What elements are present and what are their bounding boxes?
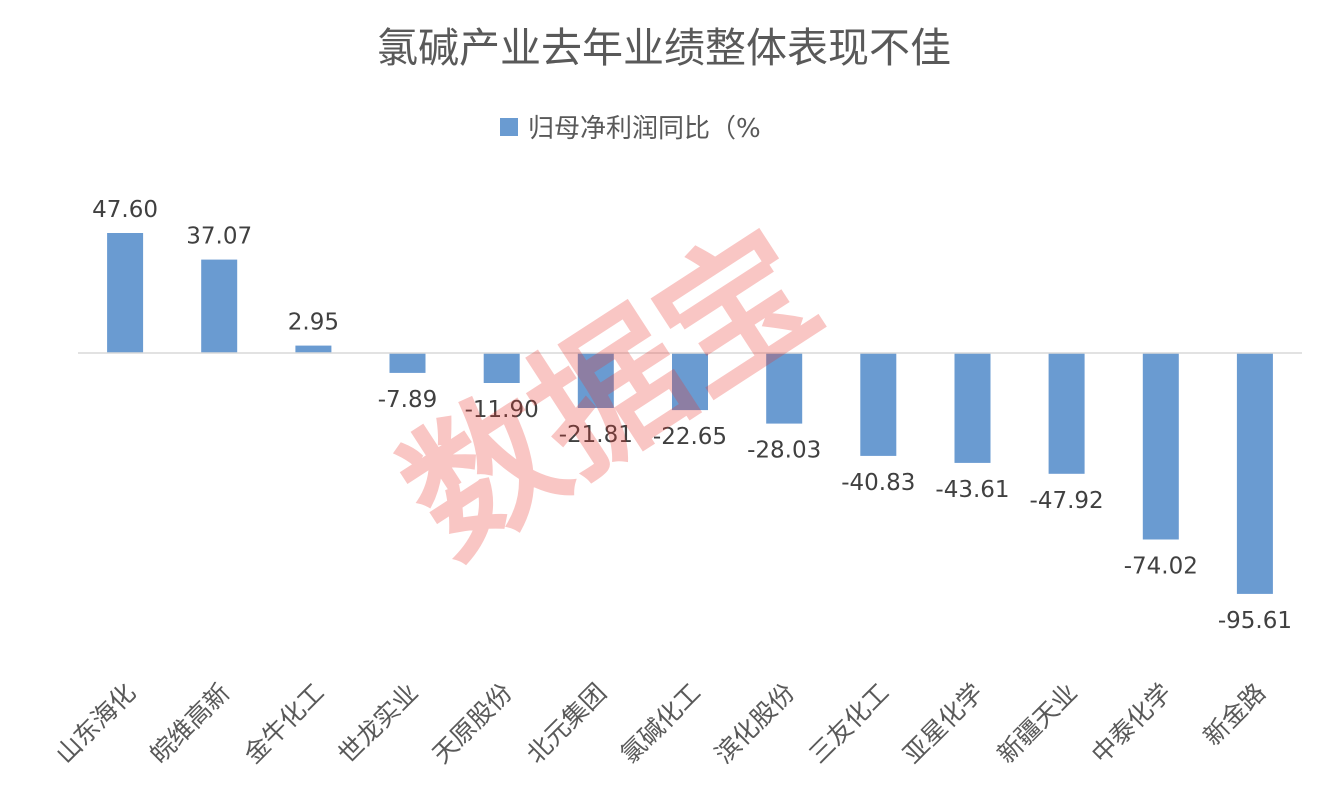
bar <box>860 353 897 456</box>
category-label: 新金路 <box>1198 678 1272 752</box>
legend-label: 归母净利润同比（% <box>528 114 761 144</box>
data-label: -7.89 <box>378 387 438 413</box>
data-label: -40.83 <box>841 470 915 496</box>
data-label: -11.90 <box>465 397 539 423</box>
data-label: -47.92 <box>1030 488 1104 514</box>
bar <box>483 353 520 383</box>
bar <box>1236 353 1273 594</box>
bar <box>672 353 708 411</box>
legend-swatch <box>500 118 518 136</box>
bar <box>295 345 332 353</box>
category-label: 三友化工 <box>803 678 894 769</box>
category-label: 北元集团 <box>521 678 612 769</box>
category-label: 氯碱化工 <box>615 678 706 769</box>
category-label: 皖维高新 <box>144 678 235 769</box>
bar <box>389 353 426 373</box>
category-label: 世龙实业 <box>333 678 424 769</box>
category-label: 天原股份 <box>427 678 518 769</box>
category-label: 亚星化学 <box>898 678 989 769</box>
category-labels-group: 山东海化 皖维高新 金牛化工 世龙实业 天原股份 北元集团 氯碱化工 滨化股份 三友化工 亚星化学… <box>50 678 1271 769</box>
bar <box>577 353 614 408</box>
data-label: 37.07 <box>186 224 252 250</box>
bar <box>954 353 991 463</box>
data-label: -21.81 <box>559 422 633 448</box>
data-label: -95.61 <box>1218 608 1292 634</box>
data-label: -28.03 <box>747 438 821 464</box>
bars-group <box>107 233 1273 594</box>
data-labels-group: 47.60 37.07 2.95 -7.89 -11.90 -21.81 -22.65 -28… <box>92 197 1292 634</box>
category-label: 中泰化学 <box>1086 678 1177 769</box>
data-label: -74.02 <box>1124 554 1198 580</box>
legend: 归母净利润同比（% <box>500 114 761 144</box>
data-label: 47.60 <box>92 197 158 223</box>
data-label: -43.61 <box>935 477 1009 503</box>
chart-title: 氯碱产业去年业绩整体表现不佳 <box>377 24 951 72</box>
category-label: 金牛化工 <box>238 678 329 769</box>
bar <box>107 233 144 353</box>
data-label: -22.65 <box>653 424 727 450</box>
category-label: 滨化股份 <box>709 678 800 769</box>
bar <box>201 259 238 353</box>
data-label: 2.95 <box>288 310 339 336</box>
bar <box>1142 353 1179 540</box>
category-label: 新疆天业 <box>992 678 1083 769</box>
category-label: 山东海化 <box>50 678 141 769</box>
bar <box>766 353 803 424</box>
bar <box>1048 353 1085 474</box>
